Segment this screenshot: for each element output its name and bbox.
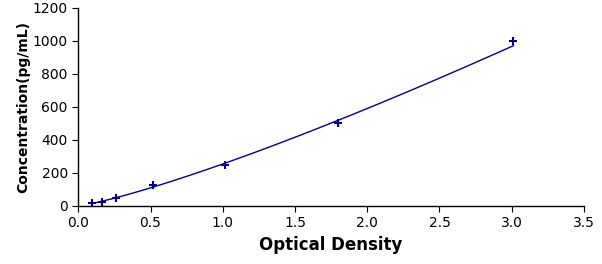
Y-axis label: Concentration(pg/mL): Concentration(pg/mL) (16, 21, 30, 193)
X-axis label: Optical Density: Optical Density (259, 236, 403, 254)
